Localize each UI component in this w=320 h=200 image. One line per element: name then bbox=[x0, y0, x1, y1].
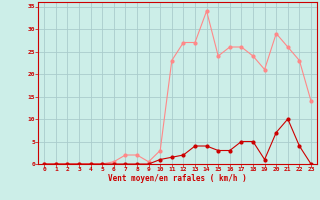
X-axis label: Vent moyen/en rafales ( km/h ): Vent moyen/en rafales ( km/h ) bbox=[108, 174, 247, 183]
